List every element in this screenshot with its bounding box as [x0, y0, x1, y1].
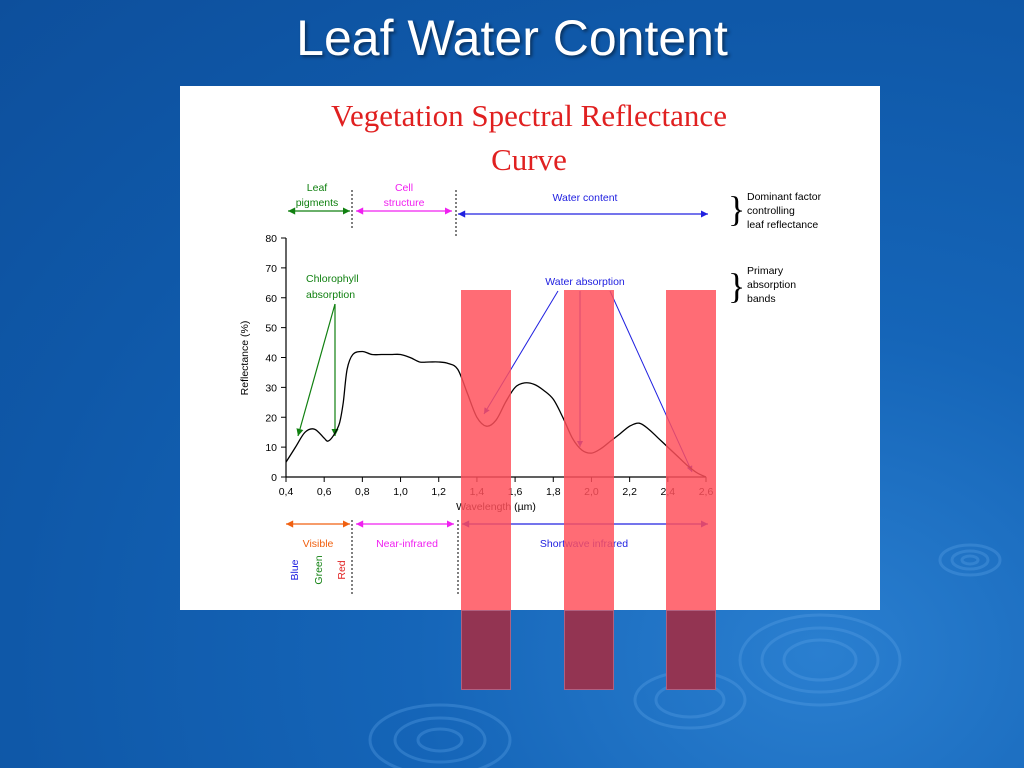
absorption-band-1	[461, 290, 511, 690]
primary-bands-line-1: Primary	[747, 265, 784, 277]
reflectance-chart: Vegetation Spectral Reflectance Curve Le…	[239, 98, 822, 596]
near-infrared-label: Near-infrared	[376, 538, 438, 550]
water-absorption-label: Water absorption	[545, 276, 625, 288]
y-tick-label: 50	[265, 323, 277, 335]
x-tick-label: 2,2	[622, 486, 637, 498]
blue-label: Blue	[289, 559, 301, 580]
absorption-band-2-top	[564, 290, 614, 610]
chlorophyll-label-2: absorption	[306, 289, 355, 301]
y-ticks: 0 10 20 30 40 50 60 70 80	[265, 233, 286, 484]
y-tick-label: 30	[265, 382, 277, 394]
dominant-factor-line-3: leaf reflectance	[747, 219, 818, 231]
absorption-band-3	[666, 290, 716, 690]
chlorophyll-label-1: Chlorophyll	[306, 273, 359, 285]
absorption-band-1-bottom	[461, 610, 511, 690]
leaf-pigments-label-2: pigments	[296, 197, 339, 209]
absorption-band-1-top	[461, 290, 511, 610]
water-content-label: Water content	[553, 192, 618, 204]
y-tick-label: 0	[271, 472, 277, 484]
y-tick-label: 40	[265, 353, 277, 365]
x-tick-label: 1,0	[393, 486, 408, 498]
absorption-band-2	[564, 290, 614, 690]
absorption-band-2-bottom	[564, 610, 614, 690]
y-tick-label: 10	[265, 442, 277, 454]
green-label: Green	[313, 555, 325, 584]
dominant-factor-line-1: Dominant factor	[747, 191, 822, 203]
slide-title: Leaf Water Content	[296, 10, 728, 66]
chart-title-line-2: Curve	[491, 142, 567, 177]
brace-dominant: }	[728, 189, 745, 229]
cell-structure-label-2: structure	[384, 197, 425, 209]
chart-panel: Vegetation Spectral Reflectance Curve Le…	[180, 86, 880, 610]
x-tick-label: 1,6	[508, 486, 523, 498]
x-tick-label: 0,4	[279, 486, 294, 498]
y-axis-label: Reflectance (%)	[239, 321, 251, 396]
x-tick-label: 1,2	[431, 486, 446, 498]
dominant-factor-line-2: controlling	[747, 205, 795, 217]
red-label: Red	[336, 560, 348, 579]
absorption-band-3-top	[666, 290, 716, 610]
x-tick-label: 1,8	[546, 486, 561, 498]
x-tick-label: 0,6	[317, 486, 332, 498]
x-tick-label: 0,8	[355, 486, 370, 498]
y-tick-label: 80	[265, 233, 277, 245]
cell-structure-label-1: Cell	[395, 182, 413, 194]
leaf-pigments-label-1: Leaf	[307, 182, 328, 194]
visible-label: Visible	[303, 538, 334, 550]
brace-primary: }	[728, 266, 745, 306]
y-tick-label: 70	[265, 263, 277, 275]
y-tick-label: 20	[265, 412, 277, 424]
absorption-band-3-bottom	[666, 610, 716, 690]
chart-title-line-1: Vegetation Spectral Reflectance	[331, 98, 727, 133]
chlorophyll-arrow-blue	[296, 303, 336, 437]
primary-bands-line-2: absorption	[747, 279, 796, 291]
primary-bands-line-3: bands	[747, 293, 776, 305]
y-tick-label: 60	[265, 293, 277, 305]
